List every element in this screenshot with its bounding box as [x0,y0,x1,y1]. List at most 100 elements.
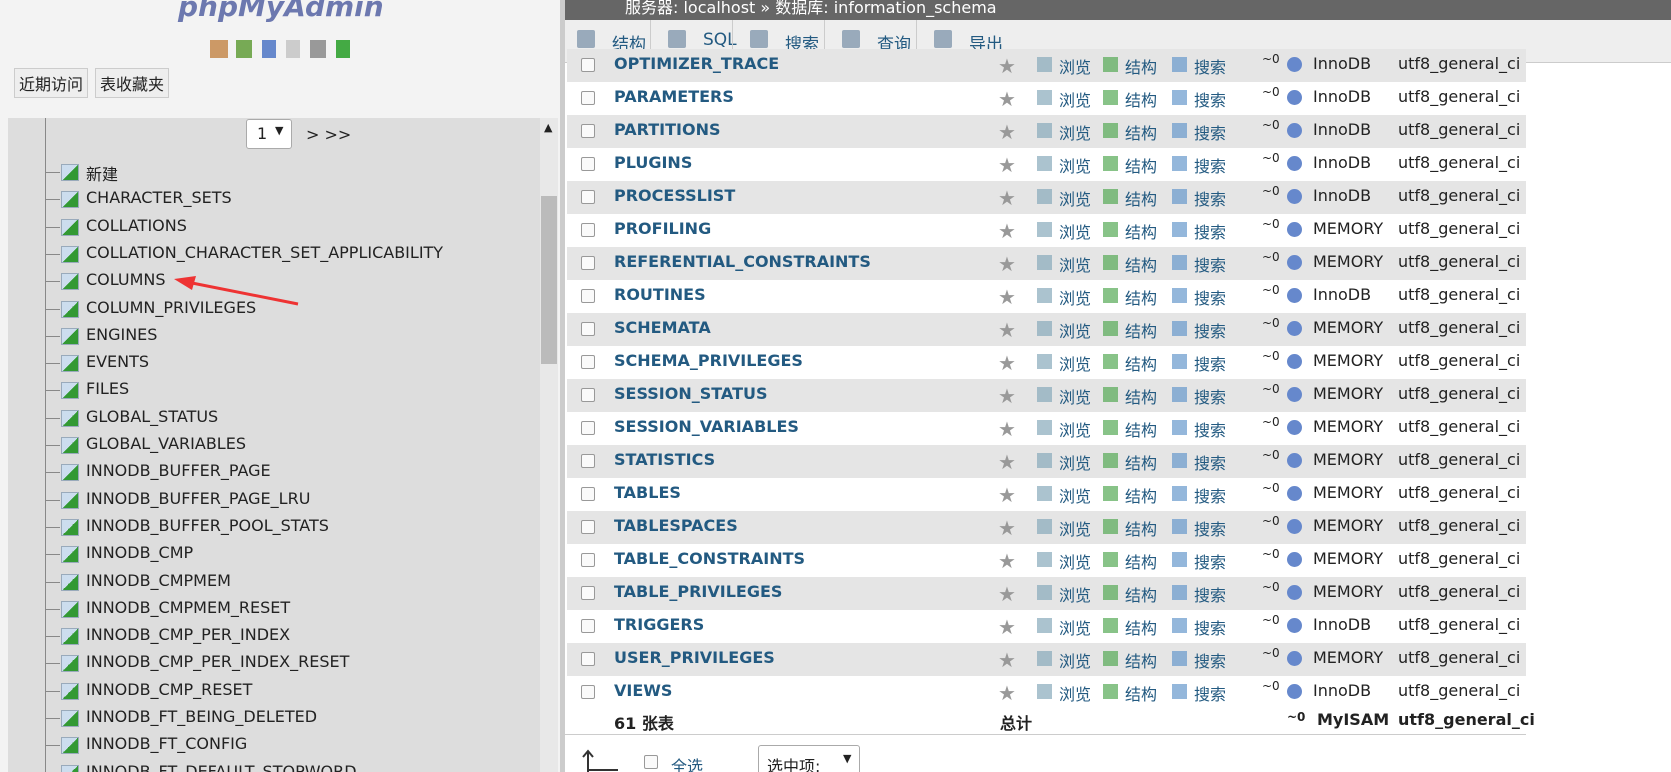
action[interactable]: 结构 [1125,157,1158,176]
action[interactable]: 浏览 [1059,124,1092,143]
row-checkbox[interactable] [581,685,595,699]
select-all-checkbox[interactable] [644,755,658,769]
action[interactable]: 结构 [1125,355,1158,374]
row-checkbox[interactable] [581,520,595,534]
action[interactable]: 结构 [1125,322,1158,341]
action[interactable]: 结构 [1125,223,1158,242]
action[interactable]: 搜索 [1194,421,1227,440]
action[interactable]: 搜索 [1194,157,1227,176]
action[interactable]: 浏览 [1059,256,1092,275]
tab-favorites[interactable]: 表收藏夹 [95,68,170,98]
tree-item[interactable]: INNODB_CMPMEM_RESET [86,597,291,617]
tree-item[interactable]: GLOBAL_STATUS [86,406,219,426]
table-name[interactable]: TABLE_PRIVILEGES [614,582,783,601]
action[interactable]: 浏览 [1059,223,1092,242]
action[interactable]: 搜索 [1194,520,1227,539]
table-name[interactable]: PROFILING [614,219,712,238]
tree-item[interactable]: INNODB_CMP_PER_INDEX_RESET [86,652,350,672]
row-checkbox[interactable] [581,190,595,204]
action[interactable]: 浏览 [1059,487,1092,506]
tree-item[interactable]: COLLATION_CHARACTER_SET_APPLICABILITY [86,242,444,262]
tree-item[interactable]: INNODB_CMP_RESET [86,679,253,699]
table-name[interactable]: PARAMETERS [614,87,734,106]
row-checkbox[interactable] [581,58,595,72]
row-checkbox[interactable] [581,157,595,171]
table-name[interactable]: SCHEMATA [614,318,711,337]
action[interactable]: 结构 [1125,289,1158,308]
action[interactable]: 搜索 [1194,124,1227,143]
row-checkbox[interactable] [581,586,595,600]
tree-item[interactable]: CHARACTER_SETS [86,188,232,208]
action[interactable]: 浏览 [1059,388,1092,407]
row-checkbox[interactable] [581,124,595,138]
row-checkbox[interactable] [581,487,595,501]
action[interactable]: 搜索 [1194,190,1227,209]
action[interactable]: 浏览 [1059,322,1092,341]
table-name[interactable]: SESSION_STATUS [614,384,768,403]
tree-item[interactable]: INNODB_BUFFER_PAGE_LRU [86,488,311,508]
row-checkbox[interactable] [581,322,595,336]
table-name[interactable]: SESSION_VARIABLES [614,417,799,436]
table-name[interactable]: USER_PRIVILEGES [614,648,775,667]
action[interactable]: 结构 [1125,454,1158,473]
tree-item[interactable]: COLUMN_PRIVILEGES [86,297,257,317]
tree-item[interactable]: 新建 [86,165,119,184]
row-checkbox[interactable] [581,289,595,303]
action[interactable]: 浏览 [1059,421,1092,440]
table-name[interactable]: TABLES [614,483,681,502]
table-name[interactable]: PROCESSLIST [614,186,736,205]
action[interactable]: 浏览 [1059,91,1092,110]
row-checkbox[interactable] [581,256,595,270]
tree-item[interactable]: INNODB_BUFFER_POOL_STATS [86,515,329,535]
action[interactable]: 浏览 [1059,619,1092,638]
action[interactable]: 浏览 [1059,355,1092,374]
row-checkbox[interactable] [581,619,595,633]
page-nav[interactable]: > >> [306,125,352,144]
table-name[interactable]: TRIGGERS [614,615,705,634]
action[interactable]: 结构 [1125,652,1158,671]
row-checkbox[interactable] [581,454,595,468]
action[interactable]: 结构 [1125,58,1158,77]
action[interactable]: 结构 [1125,421,1158,440]
action[interactable]: 浏览 [1059,520,1092,539]
tree-item[interactable]: INNODB_CMPMEM [86,570,231,590]
action[interactable]: 浏览 [1059,58,1092,77]
with-selected[interactable]: 选中项: ▼ [758,745,860,772]
page-select[interactable]: 1 ▼ [246,119,292,149]
action[interactable]: 搜索 [1194,223,1227,242]
action[interactable]: 搜索 [1194,289,1227,308]
table-name[interactable]: SCHEMA_PRIVILEGES [614,351,803,370]
tree-item[interactable]: INNODB_BUFFER_PAGE [86,461,271,481]
row-checkbox[interactable] [581,553,595,567]
action[interactable]: 搜索 [1194,58,1227,77]
action[interactable]: 搜索 [1194,619,1227,638]
action[interactable]: 搜索 [1194,685,1227,704]
tree-item[interactable]: INNODB_FT_BEING_DELETED [86,707,318,726]
tree-item[interactable]: INNODB_CMP [86,543,194,563]
tab-recent[interactable]: 近期访问 [14,68,89,98]
tree-item[interactable]: COLLATIONS [86,215,187,235]
table-name[interactable]: TABLE_CONSTRAINTS [614,549,806,568]
table-name[interactable]: ROUTINES [614,285,706,304]
tree-item[interactable]: FILES [86,379,130,399]
tree-item[interactable]: INNODB_FT_CONFIG [86,734,248,754]
action[interactable]: 结构 [1125,388,1158,407]
action[interactable]: 结构 [1125,619,1158,638]
action[interactable]: 结构 [1125,553,1158,572]
table-name[interactable]: PARTITIONS [614,120,721,139]
action[interactable]: 结构 [1125,256,1158,275]
action[interactable]: 浏览 [1059,157,1092,176]
action[interactable]: 搜索 [1194,355,1227,374]
table-name[interactable]: REFERENTIAL_CONSTRAINTS [614,252,871,271]
action[interactable]: 搜索 [1194,91,1227,110]
table-name[interactable]: VIEWS [614,681,673,700]
action[interactable]: 浏览 [1059,190,1092,209]
select-all[interactable]: 全选 [671,757,704,772]
action[interactable]: 搜索 [1194,388,1227,407]
action[interactable]: 结构 [1125,190,1158,209]
row-checkbox[interactable] [581,91,595,105]
action[interactable]: 搜索 [1194,586,1227,605]
action[interactable]: 浏览 [1059,289,1092,308]
tree-item[interactable]: COLUMNS [86,270,166,290]
action[interactable]: 结构 [1125,124,1158,143]
